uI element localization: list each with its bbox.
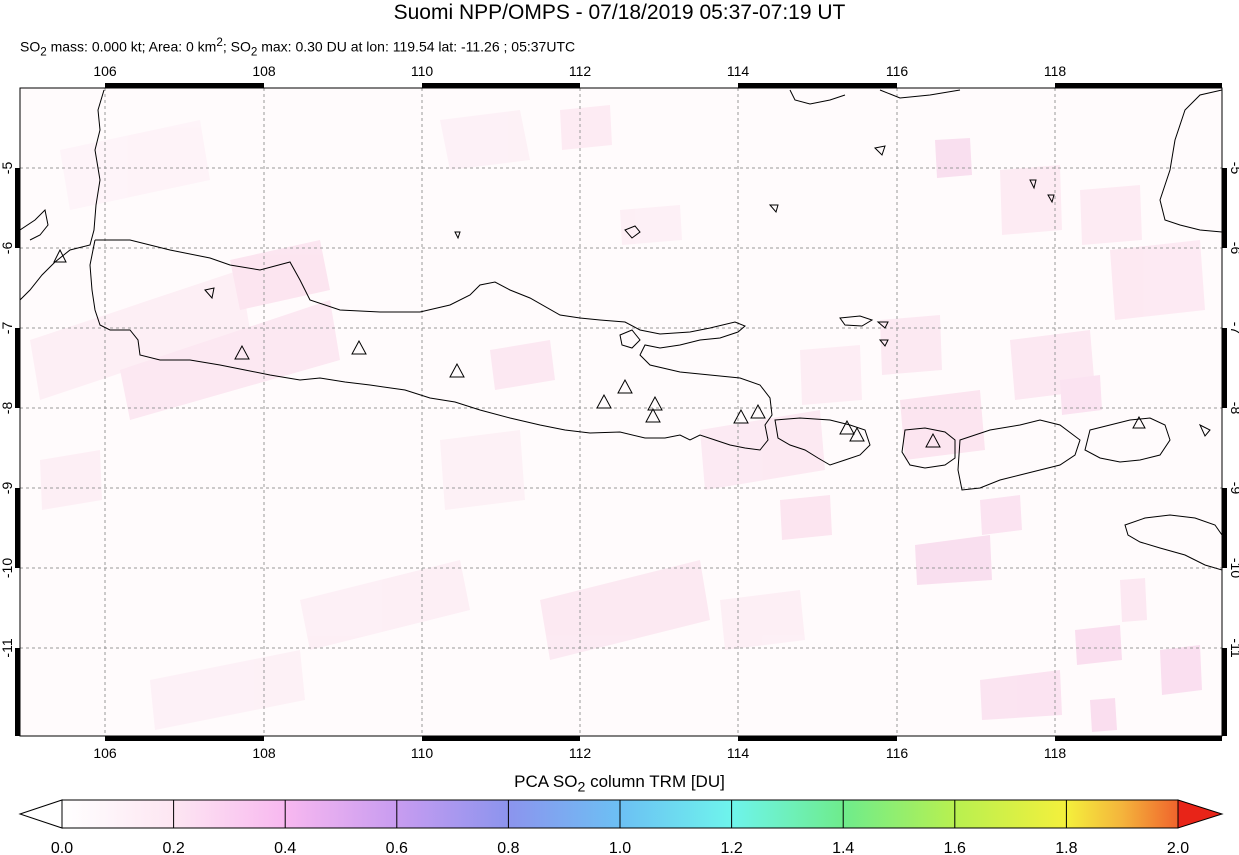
map-grid	[20, 88, 1222, 736]
svg-text:106: 106	[93, 63, 117, 79]
lon-ticks-bottom: 106 108 110 112 114 116 118	[93, 745, 1066, 761]
svg-text:114: 114	[727, 63, 750, 79]
triangle-icon	[234, 344, 250, 360]
svg-text:-9: -9	[1228, 482, 1239, 495]
map-subtitle: SO2 mass: 0.000 kt; Area: 0 km2; SO2 max…	[20, 36, 576, 59]
triangle-icon	[849, 426, 865, 442]
triangle-icon	[596, 393, 612, 409]
svg-text:-8: -8	[0, 402, 15, 415]
svg-text:0.8: 0.8	[497, 840, 519, 855]
map-frame	[19, 87, 1223, 737]
svg-text:1.8: 1.8	[1055, 840, 1077, 855]
svg-text:114: 114	[727, 745, 750, 761]
svg-text:118: 118	[1044, 745, 1067, 761]
triangle-icon	[839, 419, 855, 435]
svg-text:0.4: 0.4	[274, 840, 296, 855]
svg-text:-10: -10	[1228, 558, 1239, 578]
volcano-markers	[53, 248, 1146, 448]
svg-text:-7: -7	[1228, 322, 1239, 335]
svg-text:112: 112	[569, 63, 592, 79]
svg-text:1.0: 1.0	[609, 840, 631, 855]
svg-text:1.2: 1.2	[720, 840, 742, 855]
svg-text:0.6: 0.6	[386, 840, 408, 855]
lon-ticks-top: 106 108 110 112 114 116 118	[93, 63, 1066, 79]
svg-text:-6: -6	[0, 242, 15, 255]
svg-text:-8: -8	[1228, 402, 1239, 415]
frame-stripes	[15, 83, 1227, 741]
triangle-icon	[647, 395, 663, 411]
svg-text:2.0: 2.0	[1167, 840, 1189, 855]
colorbar-max-arrow	[1177, 799, 1224, 829]
triangle-icon	[1132, 415, 1146, 429]
svg-text:-6: -6	[1228, 242, 1239, 255]
svg-text:112: 112	[569, 745, 592, 761]
colorbar-label: PCA SO2 column TRM [DU]	[514, 772, 725, 796]
svg-text:1.6: 1.6	[944, 840, 966, 855]
svg-text:-7: -7	[0, 322, 15, 335]
svg-text:-11: -11	[0, 638, 15, 657]
triangle-icon	[645, 407, 661, 423]
svg-text:110: 110	[411, 63, 434, 79]
triangle-icon	[750, 403, 766, 419]
triangle-icon	[925, 432, 941, 448]
colorbar	[18, 799, 1224, 829]
coastlines	[20, 89, 1222, 571]
svg-text:118: 118	[1044, 63, 1067, 79]
svg-text:116: 116	[886, 63, 909, 79]
colorbar-min-arrow	[18, 799, 63, 829]
map-title: Suomi NPP/OMPS - 07/18/2019 05:37-07:19 …	[393, 1, 846, 24]
triangle-icon	[449, 362, 465, 378]
svg-text:116: 116	[886, 745, 909, 761]
svg-text:0.2: 0.2	[162, 840, 184, 855]
svg-text:-10: -10	[0, 558, 15, 578]
svg-text:108: 108	[252, 745, 276, 761]
svg-text:108: 108	[252, 63, 276, 79]
so2-pixels	[30, 105, 1205, 732]
svg-text:110: 110	[411, 745, 434, 761]
svg-text:-5: -5	[0, 162, 15, 175]
triangle-icon	[617, 378, 633, 394]
svg-text:106: 106	[93, 745, 117, 761]
triangle-icon	[53, 248, 67, 263]
svg-text:1.4: 1.4	[832, 840, 854, 855]
svg-text:-11: -11	[1228, 638, 1239, 657]
svg-text:0.0: 0.0	[51, 840, 73, 855]
triangle-icon	[351, 339, 367, 355]
lat-ticks-right: -5 -6 -7 -8 -9 -10 -11	[1228, 162, 1239, 658]
svg-text:-9: -9	[0, 482, 15, 495]
lat-ticks-left: -5 -6 -7 -8 -9 -10 -11	[0, 162, 15, 658]
colorbar-ticks: 0.0 0.2 0.4 0.6 0.8 1.0 1.2 1.4 1.6 1.8 …	[51, 840, 1189, 855]
triangle-icon	[733, 408, 749, 424]
svg-text:-5: -5	[1228, 162, 1239, 175]
